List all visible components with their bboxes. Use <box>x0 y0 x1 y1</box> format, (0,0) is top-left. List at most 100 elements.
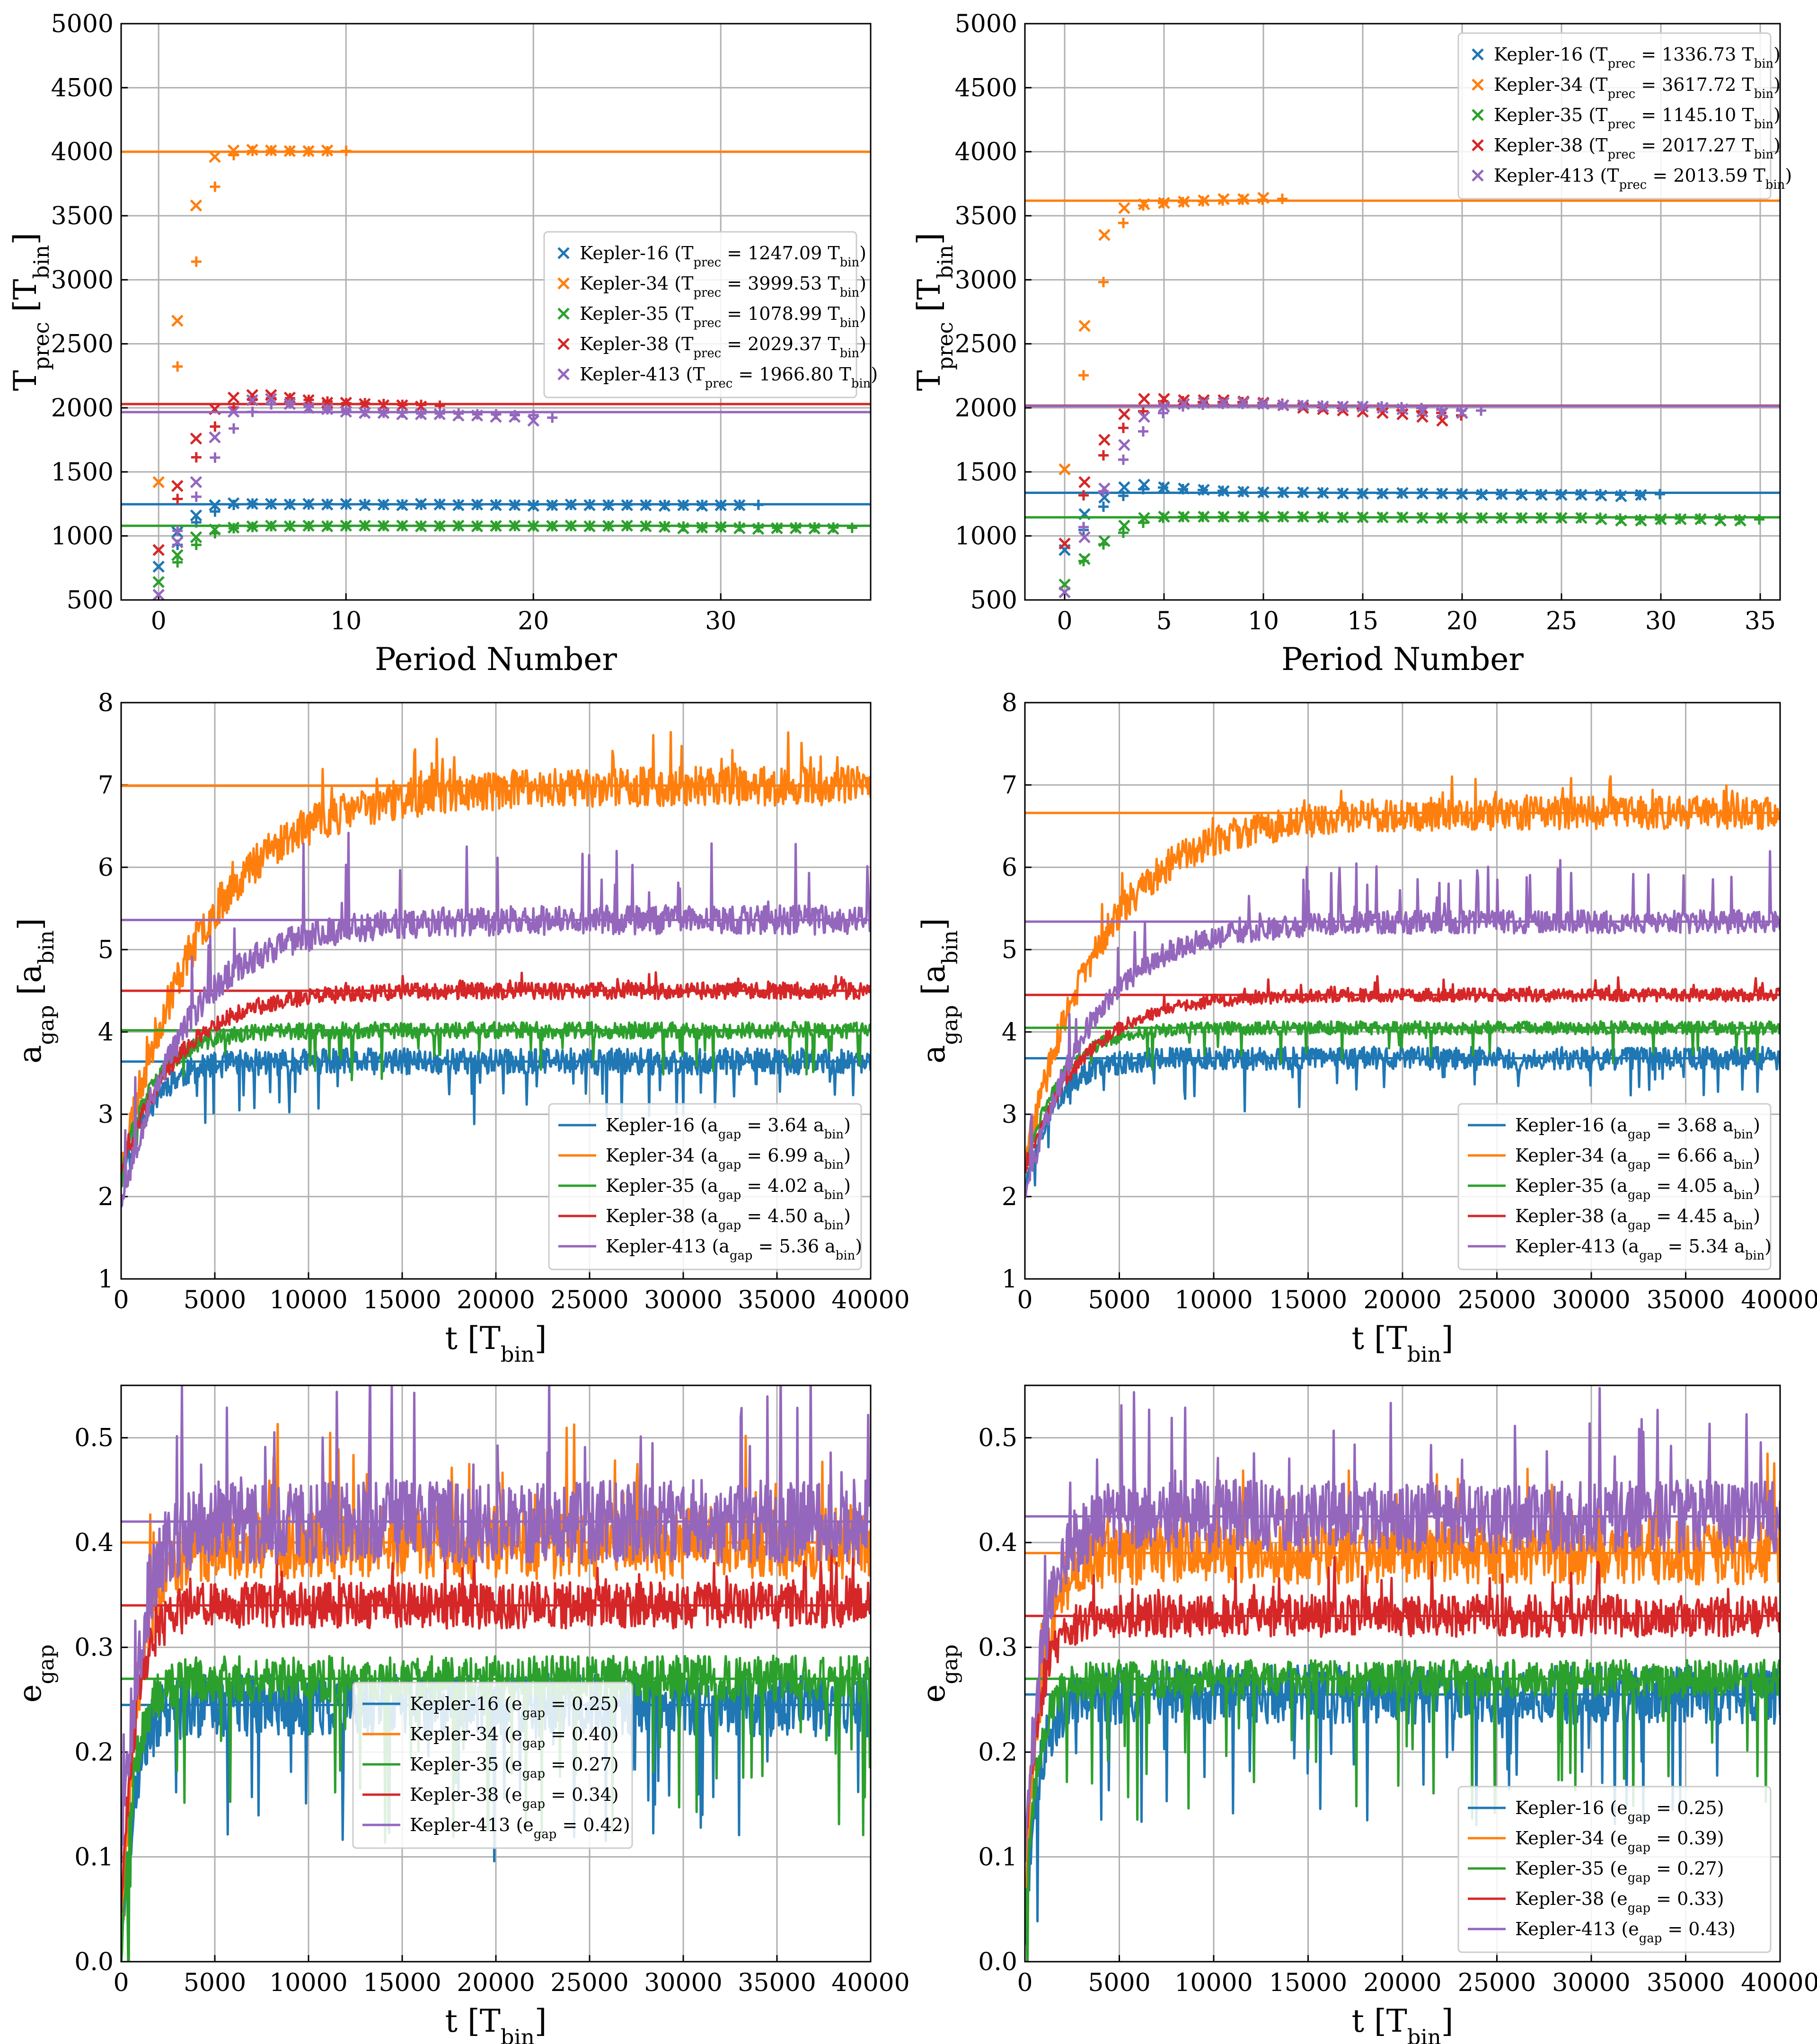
x-tick-label: 20 <box>518 607 549 635</box>
point-kepler-34 <box>190 181 221 212</box>
legend-entry: Kepler-16 (Tprec = 1336.73 Tbin) <box>1494 44 1781 71</box>
x-tick-label: 20000 <box>1363 1286 1441 1314</box>
point-kepler-16 <box>433 498 464 511</box>
y-tick-label: 5000 <box>51 10 114 38</box>
legend: Kepler-16 (egap = 0.25) Kepler-34 (egap =… <box>1457 1786 1772 1953</box>
legend-entry: Kepler-38 (Tprec = 2017.27 Tbin) <box>1494 135 1781 162</box>
y-tick-label: 0.1 <box>74 1843 114 1872</box>
y-tick-label: 8 <box>98 689 114 717</box>
y-tick-label: 6 <box>1002 854 1017 882</box>
chart-panel-2: 0 5 10 15 20 25 30 35 500 1000 1500 2000 2500 3000 350… <box>911 10 1792 678</box>
plot-area <box>121 143 871 600</box>
legend-entry: Kepler-16 (egap = 0.25) <box>410 1693 619 1720</box>
point-kepler-35 <box>1098 527 1129 547</box>
point-kepler-35 <box>171 539 202 562</box>
legend-entry: Kepler-34 (agap = 6.99 abin) <box>606 1145 851 1172</box>
y-tick-label: 2 <box>98 1183 114 1211</box>
x-tick-label: 40000 <box>1741 1969 1817 1997</box>
legend-entry: Kepler-35 (egap = 0.27) <box>410 1754 619 1781</box>
point-kepler-413 <box>1456 405 1486 419</box>
legend-marker <box>557 247 570 259</box>
legend-entry: Kepler-413 (egap = 0.42) <box>410 1815 630 1841</box>
y-tick-label: 0.5 <box>978 1424 1017 1453</box>
x-tick-label: 5000 <box>184 1286 246 1314</box>
point-kepler-35 <box>152 557 183 588</box>
x-axis-label: Period Number <box>1281 641 1524 678</box>
y-tick-label: 7 <box>98 771 114 800</box>
x-tick-label: 30000 <box>1552 1969 1630 1997</box>
x-tick-label: 0 <box>1017 1286 1032 1314</box>
y-tick-label: 1 <box>98 1265 114 1294</box>
legend: Kepler-16 (Tprec = 1247.09 Tbin) Kepler-3… <box>543 231 878 398</box>
y-tick-label: 3 <box>1002 1101 1017 1129</box>
x-tick-label: 15000 <box>363 1969 441 1997</box>
series-line-kepler-34 <box>1025 1452 1780 1914</box>
chart-panel-5: 0 5000 10000 15000 20000 25000 30000 35000 40000… <box>12 1384 910 2044</box>
legend-entry: Kepler-34 (egap = 0.40) <box>410 1724 619 1751</box>
series-line-kepler-38 <box>121 1549 871 1913</box>
x-tick-label: 5000 <box>1088 1286 1150 1314</box>
legend-entry: Kepler-35 (egap = 0.27) <box>1515 1858 1724 1885</box>
x-tick-label: 30000 <box>644 1969 722 1997</box>
legend-entry: Kepler-34 (agap = 6.66 abin) <box>1515 1145 1760 1172</box>
legend-entry: Kepler-34 (Tprec = 3617.72 Tbin) <box>1494 74 1781 101</box>
point-kepler-35 <box>415 520 445 533</box>
point-kepler-16 <box>190 506 221 522</box>
y-tick-label: 2500 <box>955 330 1017 359</box>
legend: Kepler-16 (agap = 3.68 abin) Kepler-34 (a… <box>1457 1103 1772 1270</box>
y-tick-label: 1500 <box>51 458 114 486</box>
point-kepler-413 <box>527 412 558 427</box>
x-axis-label: t [Tbin] <box>445 2003 547 2044</box>
y-tick-label: 0.3 <box>978 1634 1017 1662</box>
point-kepler-35 <box>265 520 295 532</box>
legend-entry: Kepler-35 (agap = 4.05 abin) <box>1515 1175 1760 1202</box>
point-kepler-413 <box>246 394 277 410</box>
point-kepler-16 <box>1257 486 1288 499</box>
chart-panel-4: 0 5000 10000 15000 20000 25000 30000 35000 40000… <box>916 689 1817 1367</box>
x-tick-label: 20000 <box>1363 1969 1441 1997</box>
x-tick-label: 30000 <box>1552 1286 1630 1314</box>
series-line-kepler-413 <box>121 831 871 1208</box>
y-tick-label: 500 <box>970 586 1017 615</box>
legend-entry: Kepler-34 (egap = 0.39) <box>1515 1828 1724 1855</box>
y-tick-label: 3 <box>98 1101 114 1129</box>
series-line-kepler-35 <box>121 1021 871 1188</box>
chart-panel-6: 0 5000 10000 15000 20000 25000 30000 35000 40000… <box>916 1384 1817 2044</box>
x-tick-label: 0 <box>1017 1969 1032 1997</box>
point-kepler-413 <box>152 526 183 600</box>
point-kepler-16 <box>1158 481 1188 494</box>
legend-marker <box>1472 139 1484 151</box>
series-line-kepler-34 <box>1025 775 1780 1166</box>
point-kepler-16 <box>546 499 576 511</box>
series-line-kepler-35 <box>1025 1658 1780 1962</box>
legend: Kepler-16 (egap = 0.25) Kepler-34 (egap =… <box>352 1682 633 1849</box>
point-kepler-35 <box>340 520 370 532</box>
series-line-kepler-413 <box>1025 1387 1780 1862</box>
series-line-kepler-34 <box>121 1423 871 1946</box>
series-line-kepler-38 <box>1025 975 1780 1173</box>
point-kepler-413 <box>209 423 239 444</box>
point-kepler-38 <box>171 452 202 492</box>
point-kepler-34 <box>171 256 202 327</box>
legend-entry: Kepler-38 (agap = 4.50 abin) <box>606 1206 851 1233</box>
y-tick-label: 1000 <box>51 522 114 551</box>
x-tick-label: 25000 <box>550 1969 628 1997</box>
point-kepler-413 <box>1138 408 1168 423</box>
y-tick-label: 0.2 <box>74 1738 114 1767</box>
point-kepler-35 <box>359 520 389 532</box>
x-tick-label: 15000 <box>363 1286 441 1314</box>
y-axis-label: agap [abin] <box>12 918 59 1063</box>
x-tick-label: 10 <box>330 607 362 635</box>
x-tick-label: 30000 <box>644 1286 722 1314</box>
y-tick-label: 5000 <box>955 10 1017 38</box>
legend-entry: Kepler-413 (egap = 0.43) <box>1515 1919 1736 1946</box>
x-tick-label: 5000 <box>184 1969 246 1997</box>
point-kepler-413 <box>1118 426 1148 451</box>
legend-marker <box>1472 48 1484 61</box>
x-axis-label: Period Number <box>375 641 617 678</box>
y-axis-label: Tprec [Tbin] <box>7 233 54 391</box>
axes-frame <box>120 702 872 1280</box>
legend-marker <box>1472 109 1484 121</box>
